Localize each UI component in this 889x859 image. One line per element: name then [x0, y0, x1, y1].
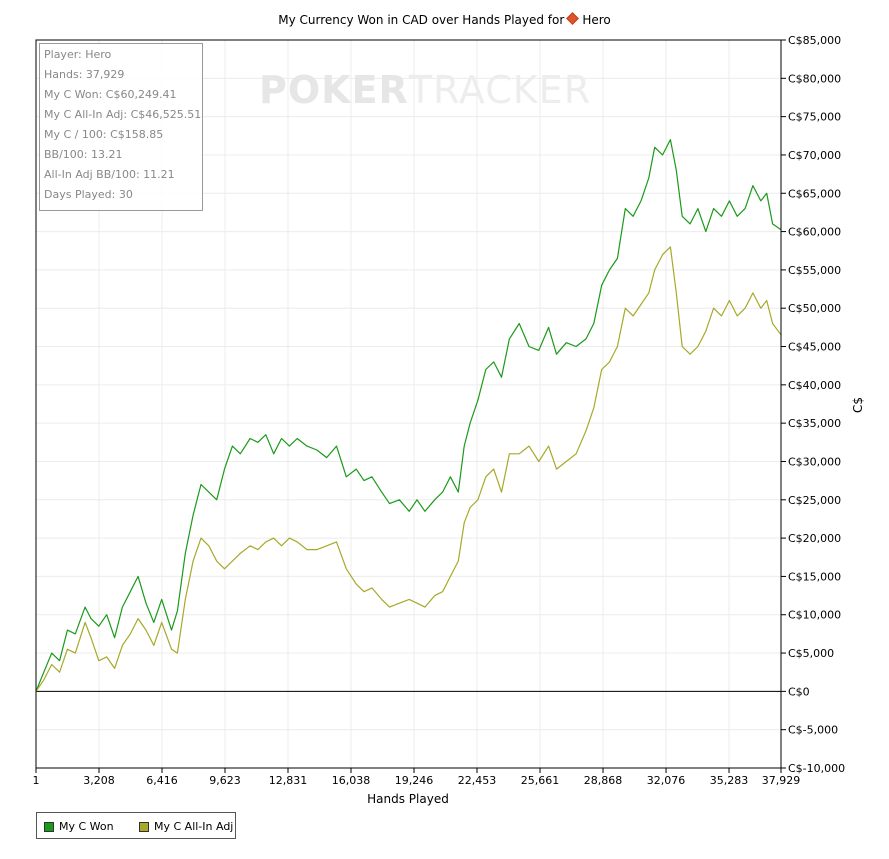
- y-axis-ticks: C$-10,000 C$-5,000 C$0 C$5,000 C$10,000 C$15,…: [781, 34, 845, 775]
- stat-won: My C Won: C$60,249.41: [44, 88, 177, 101]
- y-axis-title: C$: [851, 397, 865, 413]
- x-tick-label: 3,208: [83, 774, 115, 787]
- y-tick-label: C$50,000: [788, 302, 841, 315]
- x-tick-label: 9,623: [209, 774, 241, 787]
- legend-item-allin[interactable]: My C All-In Adj: [139, 820, 233, 833]
- plot-frame: [35, 39, 782, 769]
- chart-title: My Currency Won in CAD over Hands Played…: [0, 12, 889, 27]
- x-axis-ticks: 1 3,208 6,416 9,623 12,831 16,038 19,246 22,453…: [33, 768, 801, 787]
- chart-title-text: My Currency Won in CAD over Hands Played…: [278, 13, 565, 27]
- y-tick-label: C$25,000: [788, 494, 841, 507]
- stat-player: Player: Hero: [44, 48, 112, 61]
- stat-days: Days Played: 30: [44, 188, 133, 201]
- stat-allin-adj: My C All-In Adj: C$46,525.51: [44, 108, 202, 121]
- x-tick-label: 37,929: [762, 774, 801, 787]
- legend-swatch-allin: [139, 821, 149, 832]
- stats-box: Player: Hero Hands: 37,929 My C Won: C$6…: [39, 43, 203, 211]
- stat-allin-bb100: All-In Adj BB/100: 11.21: [44, 168, 175, 181]
- legend-swatch-won: [44, 821, 54, 832]
- y-tick-label: C$45,000: [788, 341, 841, 354]
- y-tick-label: C$35,000: [788, 417, 841, 430]
- y-tick-label: C$75,000: [788, 111, 841, 124]
- x-tick-label: 35,283: [710, 774, 749, 787]
- y-tick-label: C$20,000: [788, 532, 841, 545]
- y-tick-label: C$5,000: [788, 647, 834, 660]
- stat-per100: My C / 100: C$158.85: [44, 128, 164, 141]
- x-tick-label: 12,831: [269, 774, 308, 787]
- series-line-my-c-won: [35, 139, 782, 692]
- legend-item-won[interactable]: My C Won: [44, 820, 114, 833]
- series-layer: [35, 139, 782, 692]
- legend: My C Won My C All-In Adj: [36, 812, 236, 839]
- y-tick-label: C$-5,000: [788, 724, 838, 737]
- x-tick-label: 16,038: [332, 774, 371, 787]
- x-tick-label: 6,416: [146, 774, 178, 787]
- x-axis-title: Hands Played: [367, 792, 449, 806]
- y-tick-label: C$40,000: [788, 379, 841, 392]
- x-tick-label: 1: [33, 774, 40, 787]
- y-tick-label: C$60,000: [788, 226, 841, 239]
- series-line-my-c-all-in-adj: [35, 246, 782, 692]
- y-tick-label: C$55,000: [788, 264, 841, 277]
- x-tick-label: 28,868: [584, 774, 623, 787]
- y-tick-label: C$85,000: [788, 34, 841, 47]
- legend-label-allin: My C All-In Adj: [154, 820, 234, 833]
- x-tick-label: 22,453: [458, 774, 497, 787]
- y-tick-label: C$70,000: [788, 149, 841, 162]
- y-tick-label: C$65,000: [788, 187, 841, 200]
- legend-label-won: My C Won: [59, 820, 114, 833]
- x-tick-label: 25,661: [521, 774, 560, 787]
- pokertracker-watermark-logo: POKERTRACKER: [259, 68, 592, 112]
- y-tick-label: C$15,000: [788, 570, 841, 583]
- y-tick-label: C$30,000: [788, 455, 841, 468]
- y-tick-label: C$80,000: [788, 72, 841, 85]
- x-tick-label: 19,246: [395, 774, 434, 787]
- y-tick-label: C$10,000: [788, 609, 841, 622]
- y-tick-label: C$-10,000: [788, 762, 845, 775]
- stat-bb100: BB/100: 13.21: [44, 148, 123, 161]
- stat-hands: Hands: 37,929: [44, 68, 125, 81]
- chart-title-player: Hero: [582, 13, 611, 27]
- y-tick-label: C$0: [788, 685, 810, 698]
- x-tick-label: 32,076: [647, 774, 686, 787]
